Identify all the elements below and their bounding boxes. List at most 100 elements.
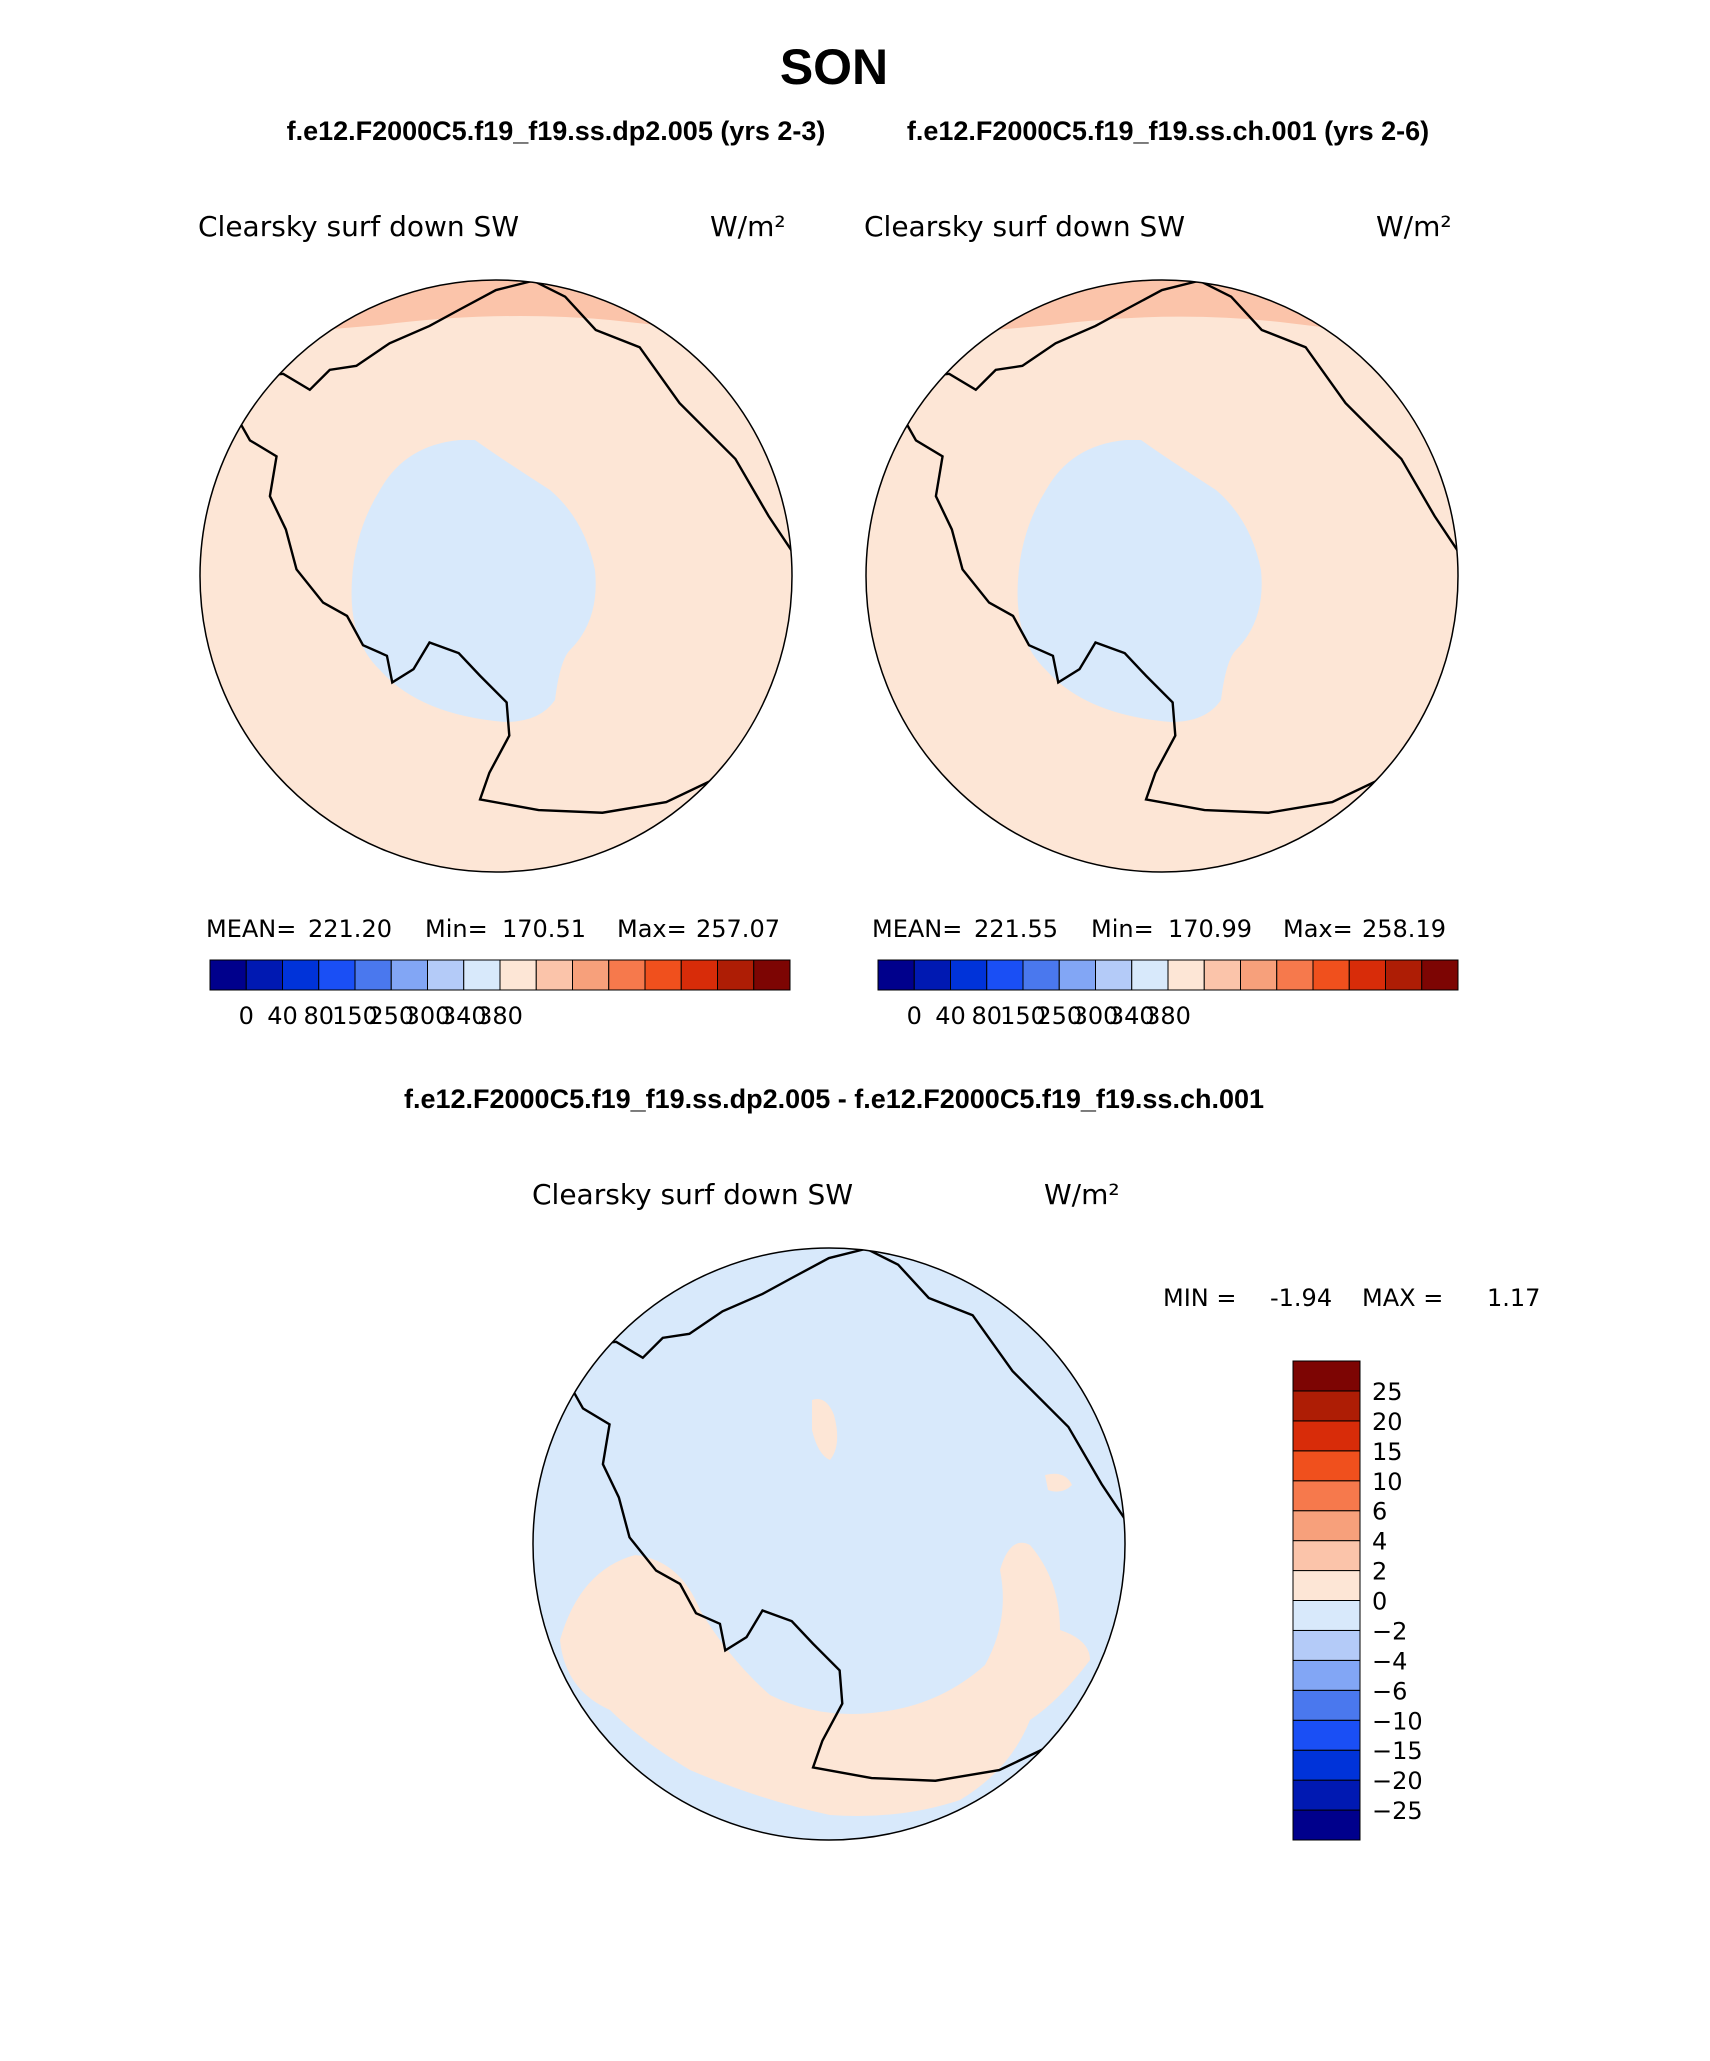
left-map-low-region [351,440,596,722]
left-colorbar-tick-4: 250 [368,1002,414,1030]
left-map-edge-band [790,400,792,700]
diff-colorbar-tick-0: −25 [1372,1797,1423,1825]
right-colorbar-tick-2: 80 [971,1002,1002,1030]
right-colorbar-box-13 [1348,959,1386,991]
left-colorbar-box-14 [717,959,755,991]
right-max-label: Max= [1283,915,1353,943]
diff-colorbar-tick-3: −10 [1372,1707,1423,1735]
left-colorbar-box-4 [354,959,392,991]
diff-map [533,1248,1125,1840]
right-colorbar-box-8 [1167,959,1205,991]
left-colorbar-tick-0: 0 [239,1002,254,1030]
diff-max-label: MAX = [1362,1284,1443,1312]
left-panel: Clearsky surf down SW W/m² MEAN= 221.20 … [198,210,793,1030]
left-colorbar-box-13 [680,959,718,991]
right-colorbar-box-12 [1312,959,1350,991]
diff-variable-label: Clearsky surf down SW [532,1178,853,1211]
left-max-value: 257.07 [696,915,780,943]
right-units-label: W/m² [1376,210,1452,243]
left-colorbar-box-2 [282,959,320,991]
right-colorbar-box-10 [1240,959,1278,991]
diff-colorbar-tick-6: −2 [1372,1617,1407,1645]
diff-colorbar-box-0 [1292,1809,1361,1841]
right-colorbar-tick-7: 380 [1145,1002,1191,1030]
right-panel: Clearsky surf down SW W/m² MEAN= 221.55 … [864,210,1459,1030]
right-colorbar-box-4 [1022,959,1060,991]
right-min-label: Min= [1091,915,1154,943]
diff-colorbar-box-4 [1292,1689,1361,1721]
diff-colorbar-box-7 [1292,1600,1361,1631]
diff-units-label: W/m² [1044,1178,1120,1211]
right-mean-label: MEAN= [872,915,962,943]
case-a-title: f.e12.F2000C5.f19_f19.ss.dp2.005 (yrs 2-… [287,116,826,146]
season-title: SON [780,39,888,95]
diff-map-positive-patch [812,1399,838,1460]
diff-colorbar-tick-9: 4 [1372,1528,1387,1556]
right-colorbar-box-2 [950,959,988,991]
diff-map-border [532,1247,1126,1841]
right-colorbar-box-7 [1131,959,1169,991]
diff-colorbar-box-8 [1292,1570,1361,1601]
left-colorbar-tick-6: 340 [441,1002,487,1030]
diff-map-positive-patch-east [1045,1473,1072,1492]
right-variable-label: Clearsky surf down SW [864,210,1185,243]
right-colorbar-box-15 [1421,959,1459,991]
right-map [866,280,1458,872]
left-colorbar-box-12 [644,959,682,991]
left-colorbar-box-3 [318,959,356,991]
case-b-title: f.e12.F2000C5.f19_f19.ss.ch.001 (yrs 2-6… [907,116,1429,146]
left-colorbar-box-1 [245,959,283,991]
right-colorbar-tick-4: 250 [1036,1002,1082,1030]
left-min-value: 170.51 [502,915,586,943]
diff-colorbar-tick-11: 10 [1372,1468,1403,1496]
diff-colorbar-tick-5: −4 [1372,1647,1407,1675]
left-mean-value: 221.20 [308,915,392,943]
diff-colorbar-tick-4: −6 [1372,1677,1407,1705]
right-min-value: 170.99 [1168,915,1252,943]
diff-map-positive-band [560,1542,1090,1816]
diff-colorbar-box-1 [1292,1779,1361,1811]
diff-colorbar-tick-1: −20 [1372,1767,1423,1795]
left-colorbar-box-0 [209,959,247,991]
right-colorbar-box-9 [1203,959,1241,991]
left-colorbar-tick-2: 80 [303,1002,334,1030]
left-colorbar-box-8 [499,959,537,991]
left-colorbar-tick-3: 150 [332,1002,378,1030]
left-min-label: Min= [425,915,488,943]
diff-colorbar-box-10 [1292,1510,1361,1542]
right-colorbar-tick-0: 0 [907,1002,922,1030]
left-colorbar-box-11 [608,959,646,991]
right-max-value: 258.19 [1362,915,1446,943]
right-colorbar-tick-6: 340 [1109,1002,1155,1030]
left-colorbar-box-10 [572,959,610,991]
left-max-label: Max= [617,915,687,943]
left-colorbar-box-6 [427,959,465,991]
right-colorbar-box-1 [913,959,951,991]
diff-min-label: MIN = [1163,1284,1236,1312]
right-mean-value: 221.55 [974,915,1058,943]
diff-colorbar-tick-12: 15 [1372,1438,1403,1466]
right-colorbar-tick-1: 40 [935,1002,966,1030]
left-map [200,280,792,872]
right-colorbar-box-0 [877,959,915,991]
diff-colorbar-box-3 [1292,1719,1361,1751]
right-colorbar-tick-5: 300 [1073,1002,1119,1030]
right-colorbar-box-3 [986,959,1024,991]
left-colorbar-tick-5: 300 [405,1002,451,1030]
right-colorbar-box-14 [1385,959,1423,991]
left-colorbar-tick-7: 380 [477,1002,523,1030]
diff-colorbar-tick-2: −15 [1372,1737,1423,1765]
right-map-border [865,279,1459,873]
diff-colorbar-box-5 [1292,1659,1361,1691]
left-mean-label: MEAN= [206,915,296,943]
left-colorbar-box-9 [535,959,573,991]
right-map-low-region [1017,440,1262,722]
diff-colorbar-box-15 [1292,1360,1361,1392]
diff-colorbar-box-9 [1292,1540,1361,1572]
right-colorbar-box-6 [1095,959,1133,991]
right-colorbar-box-5 [1058,959,1096,991]
diff-colorbar-box-12 [1292,1450,1361,1482]
